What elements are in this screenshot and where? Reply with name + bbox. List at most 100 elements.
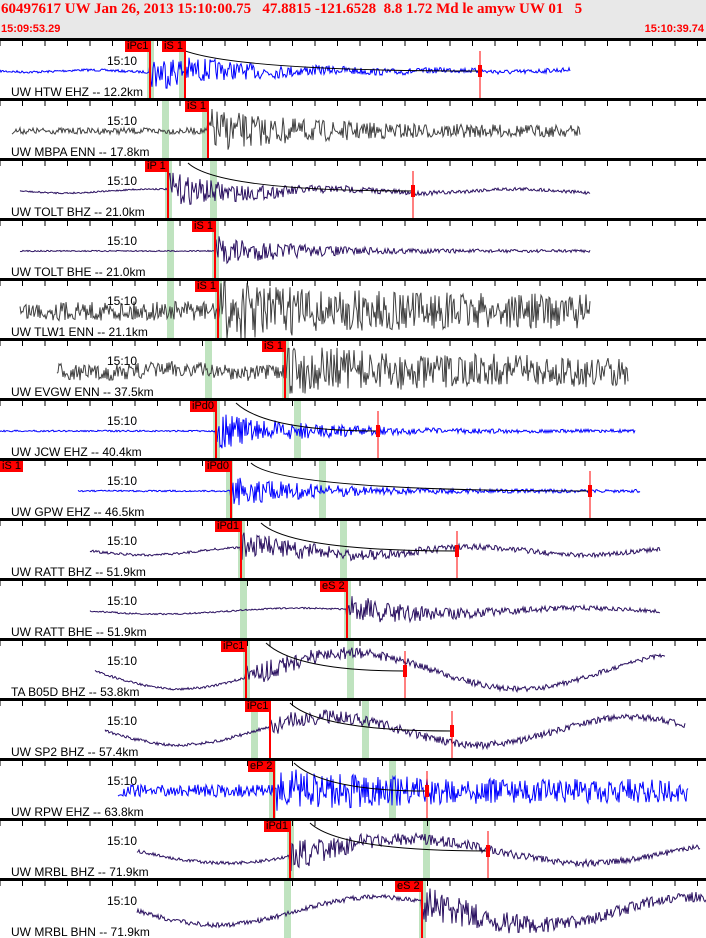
waveform (19, 281, 591, 338)
waveform (104, 709, 686, 751)
waveform-plot (0, 761, 698, 818)
pick-window (340, 521, 347, 578)
trace-panel: 15:10 iPc1 UW SP2 BHZ -- 57.4km (0, 698, 706, 758)
pick-label[interactable]: iPd0 (205, 460, 232, 472)
time-mark: 15:10 (107, 774, 138, 788)
pick-window (240, 581, 247, 638)
trace-panel: 15:10 iS 1 UW MBPA ENN -- 17.8km (0, 98, 706, 158)
pick-label[interactable]: iPd1 (215, 520, 242, 532)
coda-marker-box (425, 785, 429, 797)
coda-marker-box (478, 65, 482, 77)
time-mark: 15:10 (107, 414, 138, 428)
station-label: UW JCW EHZ -- 40.4km (11, 445, 142, 458)
station-label: UW MRBL BHN -- 71.9km (11, 925, 150, 938)
pick-label[interactable]: iPd1 (264, 820, 291, 832)
station-label: UW TOLT BHE -- 21.0km (11, 265, 146, 278)
waveform-plot (0, 641, 698, 698)
pick-label[interactable]: eS 2 (320, 580, 347, 592)
pick-label[interactable]: iPc1 (221, 640, 247, 652)
trace-panel: 15:10 iS 1 UW TLW1 ENN -- 21.1km (0, 278, 706, 338)
pick-window (179, 41, 186, 98)
station-label: UW TOLT BHZ -- 21.0km (11, 205, 145, 218)
time-mark: 15:10 (107, 234, 138, 248)
station-label: UW RATT BHE -- 51.9km (11, 625, 147, 638)
waveform (89, 532, 661, 562)
coda-curve (289, 702, 453, 732)
waveform-plot (0, 341, 698, 398)
trace-panel: 15:10 iS 1 UW TOLT BHE -- 21.0km (0, 218, 706, 278)
pick-window (162, 101, 169, 158)
coda-marker-box (403, 665, 407, 677)
time-mark: 15:10 (107, 54, 138, 68)
pick-window (319, 461, 326, 518)
event-title: 60497617 UW Jan 26, 2013 15:10:00.75 47.… (1, 1, 583, 17)
waveform (136, 831, 701, 872)
pick-window (347, 641, 354, 698)
time-mark: 15:10 (107, 594, 138, 608)
start-time: 15:09:53.29 (1, 23, 61, 35)
pick-label[interactable]: iS 1 (195, 280, 218, 292)
waveform-plot (0, 461, 698, 518)
time-mark: 15:10 (107, 834, 138, 848)
waveform (11, 108, 581, 150)
time-mark: 15:10 (107, 654, 138, 668)
trace-panel: 15:10 eS 2 UW MRBL BHN -- 71.9km (0, 878, 706, 938)
time-mark: 15:10 (107, 294, 138, 308)
coda-marker-box (588, 485, 592, 497)
coda-curve (169, 42, 481, 72)
station-label: UW GPW EHZ -- 46.5km (11, 505, 145, 518)
pick-window (210, 161, 217, 218)
time-mark: 15:10 (107, 894, 138, 908)
waveform (77, 477, 641, 506)
waveform (89, 596, 661, 624)
waveform-plot (0, 101, 698, 158)
trace-panel: 15:10 iP 1 UW TOLT BHZ -- 21.0km (0, 158, 706, 218)
waveform-plot (0, 281, 698, 338)
pick-label[interactable]: iPc1 (125, 40, 151, 52)
trace-panel: 15:10 iPd1 UW RATT BHZ -- 51.9km (0, 518, 706, 578)
waveform-plot (0, 821, 701, 878)
end-time: 15:10:39.74 (644, 23, 704, 35)
pick-label[interactable]: iPc1 (245, 700, 271, 712)
pick-window (167, 221, 174, 278)
time-mark: 15:10 (107, 534, 138, 548)
trace-panel: 15:10 iPd1 UW MRBL BHZ -- 71.9km (0, 818, 706, 878)
pick-window (226, 461, 233, 518)
pick-window (362, 701, 369, 758)
pick-label[interactable]: iS 1 (162, 40, 185, 52)
time-mark: 15:10 (107, 354, 138, 368)
pick-label[interactable]: iS 1 (0, 460, 23, 472)
coda-curve (187, 162, 414, 192)
coda-marker-box (376, 425, 380, 437)
waveform-plot (0, 161, 698, 218)
pick-label[interactable]: iS 1 (185, 100, 208, 112)
station-label: TA B05D BHZ -- 53.8km (11, 685, 140, 698)
pick-window (251, 701, 258, 758)
coda-curve (235, 402, 379, 432)
coda-curve (250, 462, 591, 492)
trace-panel: 15:10 iPd0 iS 1 UW GPW EHZ -- 46.5km (0, 458, 706, 518)
pick-label[interactable]: eP 2 (248, 760, 275, 772)
station-label: UW MRBL BHZ -- 71.9km (11, 865, 149, 878)
station-label: UW SP2 BHZ -- 57.4km (11, 745, 139, 758)
waveform-plot (0, 881, 706, 938)
time-mark: 15:10 (107, 714, 138, 728)
station-label: UW EVGW ENN -- 37.5km (11, 385, 154, 398)
pick-label[interactable]: iS 1 (192, 220, 215, 232)
pick-label[interactable]: iP 1 (145, 160, 168, 172)
trace-panel: 15:10 iPc1 iS 1 UW HTW EHZ -- 12.2km (0, 38, 706, 98)
coda-marker-box (450, 725, 454, 737)
pick-label[interactable]: eS 2 (395, 880, 422, 892)
time-mark: 15:10 (107, 474, 138, 488)
time-mark: 15:10 (107, 174, 138, 188)
trace-panel: 15:10 eS 2 UW RATT BHE -- 51.9km (0, 578, 706, 638)
trace-panel: 15:10 iPd0 UW JCW EHZ -- 40.4km (0, 398, 706, 458)
waveform (0, 414, 636, 449)
waveform (19, 172, 591, 205)
pick-label[interactable]: iS 1 (262, 340, 285, 352)
trace-panel: 15:10 eP 2 UW RPW EHZ -- 63.8km (0, 758, 706, 818)
pick-label[interactable]: iPd0 (190, 400, 217, 412)
coda-curve (265, 642, 406, 672)
coda-curve (293, 762, 428, 792)
waveform (94, 647, 666, 693)
